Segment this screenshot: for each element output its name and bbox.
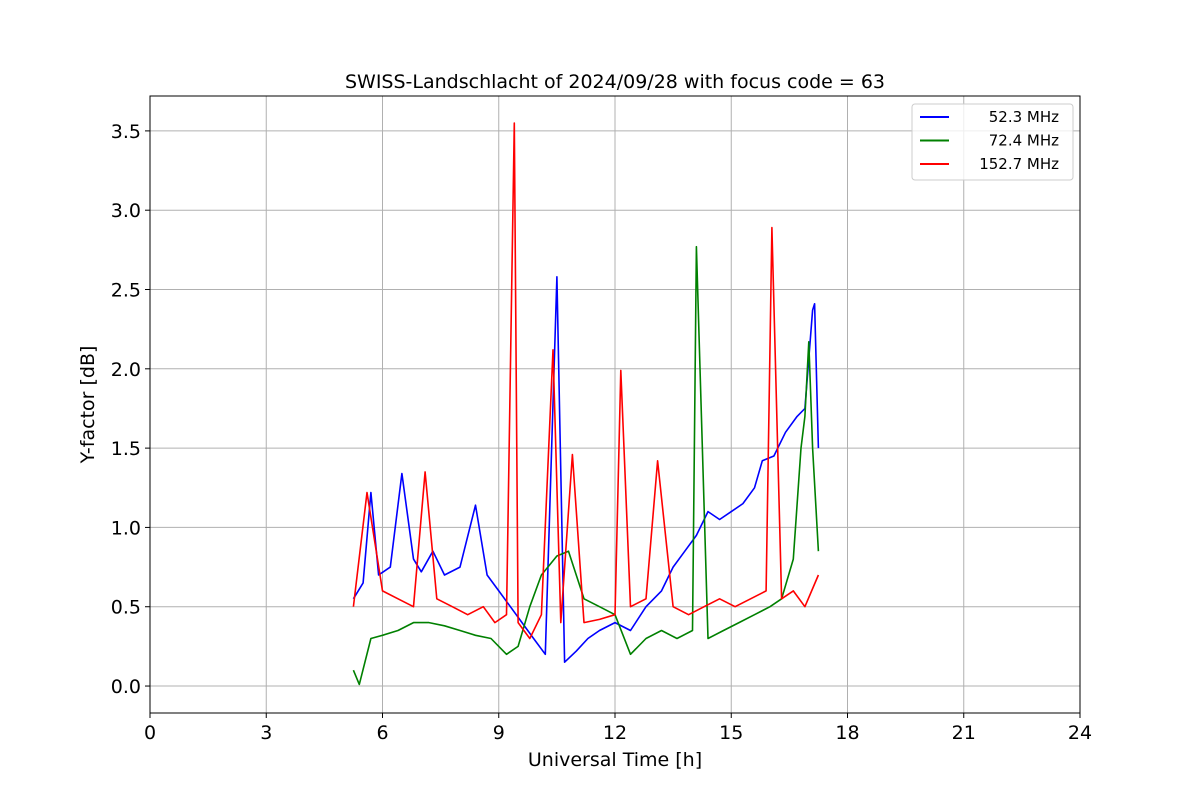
legend-entry-label: 72.4 MHz [989, 132, 1059, 150]
x-tick-label: 21 [952, 722, 976, 744]
x-tick-label: 24 [1068, 722, 1092, 744]
x-tick-label: 3 [260, 722, 272, 744]
series-line-152-7-mhz [352, 122, 820, 640]
x-tick-label: 9 [493, 722, 505, 744]
x-tick-label: 12 [603, 722, 627, 744]
x-tick-label: 6 [376, 722, 388, 744]
series-line-52-3-mhz [352, 275, 820, 664]
y-tick-label: 1.0 [111, 517, 141, 539]
x-tick-label: 18 [835, 722, 859, 744]
y-axis-label: Y-factor [dB] [77, 346, 99, 465]
y-tick-label: 1.5 [111, 438, 141, 460]
x-tick-label: 15 [719, 722, 743, 744]
legend-box [911, 103, 1074, 181]
ticks: 0 3 6 9 12 15 18 21 24 0.0 0.5 1.0 1.5 2.0 2.5 3.0 3.5 [111, 121, 1092, 744]
x-axis-label: Universal Time [h] [528, 749, 702, 771]
legend-entry-label: 152.7 MHz [979, 155, 1059, 173]
y-tick-label: 3.5 [111, 121, 141, 143]
y-tick-label: 0.5 [111, 597, 141, 619]
y-tick-label: 2.0 [111, 359, 141, 381]
series-line-72-4-mhz [352, 245, 820, 686]
x-tick-label: 0 [144, 722, 156, 744]
legend-entry-label: 52.3 MHz [989, 108, 1059, 126]
y-tick-label: 0.0 [111, 676, 141, 698]
legend: 52.3 MHz 72.4 MHz 152.7 MHz [911, 103, 1074, 181]
y-tick-label: 3.0 [111, 200, 141, 222]
grid [149, 96, 1081, 713]
y-tick-label: 2.5 [111, 280, 141, 302]
chart-title: SWISS-Landschlacht of 2024/09/28 with fo… [345, 71, 885, 93]
series-lines [352, 122, 820, 686]
